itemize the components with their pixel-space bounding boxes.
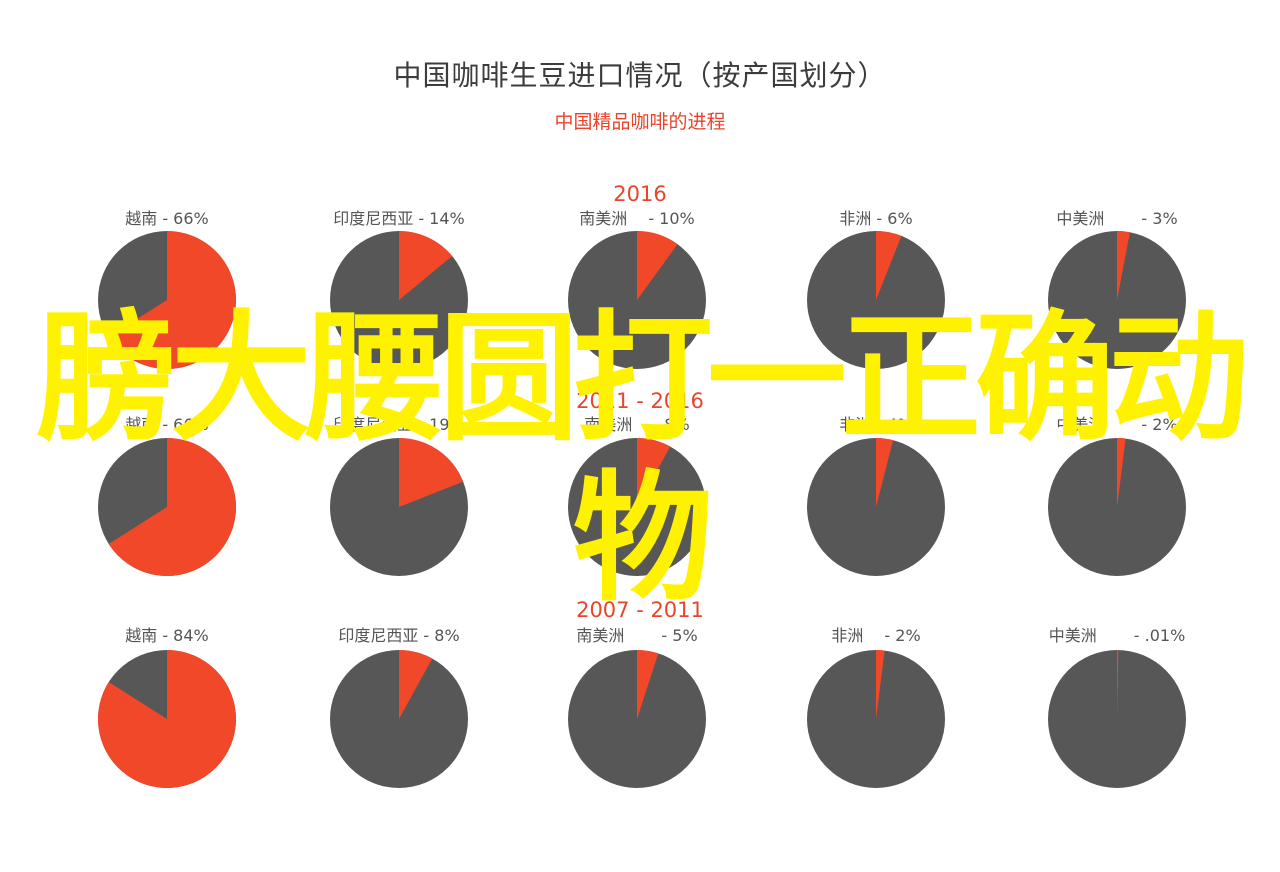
pie-chart: 南美洲 - 8% (568, 415, 706, 576)
pie-slice-share (399, 650, 433, 719)
pie-label: 印度尼西亚 - 8% (338, 626, 459, 645)
pie-label: 南美洲 - 5% (576, 626, 697, 645)
pie-slice-share (399, 438, 464, 507)
pie-slice-share (876, 231, 902, 300)
pie-label: 中美洲 - 3% (1056, 209, 1177, 228)
pie-label: 中美洲 - .01% (1049, 626, 1186, 645)
pie-chart: 印度尼西亚 - 19% (330, 415, 468, 576)
pie-chart: 非洲 - 6% (807, 209, 945, 369)
pie-slice-share (108, 438, 236, 576)
pie-chart: 印度尼西亚 - 14% (330, 209, 468, 369)
pie-slice-share (399, 231, 453, 300)
chart-subtitle: 中国精品咖啡的进程 (554, 111, 726, 133)
pie-label: 南美洲 - 10% (579, 209, 695, 228)
pie-chart: 非洲 - 2% (807, 626, 945, 788)
pie-slice-share (876, 650, 885, 719)
pie-label: 非洲 - 2% (831, 626, 920, 645)
pie-label: 南美洲 - 8% (584, 415, 689, 434)
pie-label: 越南 - 66% (125, 415, 209, 434)
pie-label: 越南 - 84% (125, 626, 209, 645)
pie-slice-share (1117, 438, 1126, 507)
pie-chart: 中美洲 - 2% (1048, 415, 1186, 576)
pie-chart: 越南 - 66% (98, 209, 236, 370)
pie-label: 越南 - 66% (125, 209, 209, 228)
period-label: 2011 - 2016 (576, 389, 704, 413)
pie-slice-share (637, 438, 671, 507)
pie-chart: 南美洲 - 10% (568, 209, 706, 369)
pie-slice-share (1117, 231, 1130, 300)
pie-slice-share (637, 231, 678, 300)
pie-chart: 非洲 - 4% (807, 415, 945, 576)
pie-slice-share (1117, 650, 1119, 719)
pie-chart: 越南 - 84% (98, 626, 236, 788)
pie-chart: 南美洲 - 5% (568, 626, 706, 788)
pie-label: 非洲 - 6% (839, 209, 912, 228)
pie-slice-share (108, 231, 236, 370)
chart-title: 中国咖啡生豆进口情况（按产国划分） (393, 59, 887, 92)
pie-label: 非洲 - 4% (839, 415, 912, 434)
pie-chart: 印度尼西亚 - 8% (330, 626, 468, 788)
period-label: 2007 - 2011 (576, 598, 704, 622)
period-label: 2016 (613, 182, 666, 206)
pie-chart: 越南 - 66% (98, 415, 236, 576)
pie-slice-share (98, 650, 236, 788)
pie-slice-share (637, 650, 659, 719)
pie-slice-share (876, 438, 894, 507)
pie-label: 中美洲 - 2% (1056, 415, 1177, 434)
pie-chart: 中美洲 - .01% (1048, 626, 1186, 788)
pie-label: 印度尼西亚 - 14% (333, 209, 465, 228)
pie-label: 印度尼西亚 - 19% (333, 415, 465, 434)
pie-chart: 中美洲 - 3% (1048, 209, 1186, 369)
